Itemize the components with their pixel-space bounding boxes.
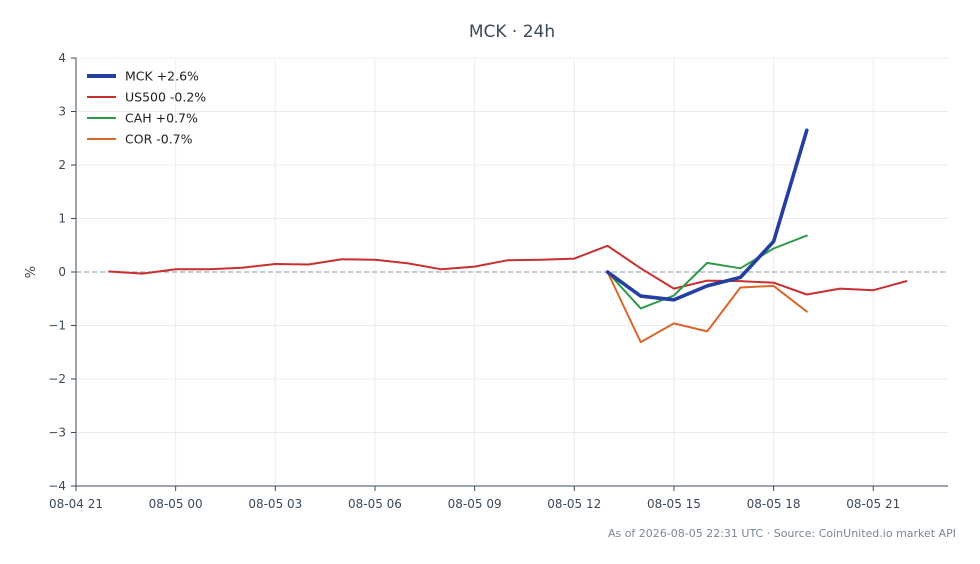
y-tick-label: 3 xyxy=(58,105,66,119)
series-group xyxy=(108,128,908,344)
y-axis-ticks: −4 −3 −2 −1 0 1 2 3 4 xyxy=(48,51,76,493)
y-tick-label: 0 xyxy=(58,265,66,279)
y-tick-label: 4 xyxy=(58,51,66,65)
legend-label: MCK +2.6% xyxy=(125,69,199,84)
legend-label: COR -0.7% xyxy=(125,132,193,147)
footer-source: As of 2026-08-05 22:31 UTC · Source: Coi… xyxy=(608,527,956,540)
x-tick-label: 08-05 09 xyxy=(448,497,502,511)
y-tick-label: −1 xyxy=(48,319,66,333)
y-tick-label: 1 xyxy=(58,212,66,226)
x-tick-label: 08-05 06 xyxy=(348,497,402,511)
series-line-2 xyxy=(108,244,908,296)
x-tick-label: 08-04 21 xyxy=(49,497,103,511)
x-tick-label: 08-05 18 xyxy=(747,497,801,511)
y-tick-label: 2 xyxy=(58,158,66,172)
series-line-4 xyxy=(606,271,808,344)
legend-label: US500 -0.2% xyxy=(125,90,206,105)
x-tick-label: 08-05 21 xyxy=(846,497,900,511)
chart-title: MCK · 24h xyxy=(469,22,555,42)
x-axis-ticks: 08-04 21 08-05 00 08-05 03 08-05 06 08-05 09… xyxy=(49,486,900,511)
legend: MCK +2.6% US500 -0.2% CAH +0.7% COR -0.7% xyxy=(87,69,206,147)
y-tick-label: −4 xyxy=(48,479,66,493)
series-line-1 xyxy=(605,128,809,302)
x-tick-label: 08-05 12 xyxy=(547,497,601,511)
x-tick-label: 08-05 00 xyxy=(149,497,203,511)
y-axis-label: % xyxy=(24,266,39,278)
y-tick-label: −3 xyxy=(48,426,66,440)
legend-label: CAH +0.7% xyxy=(125,111,198,126)
series-line-3 xyxy=(606,234,808,310)
y-tick-label: −2 xyxy=(48,372,66,386)
x-tick-label: 08-05 03 xyxy=(248,497,302,511)
x-tick-label: 08-05 15 xyxy=(647,497,701,511)
